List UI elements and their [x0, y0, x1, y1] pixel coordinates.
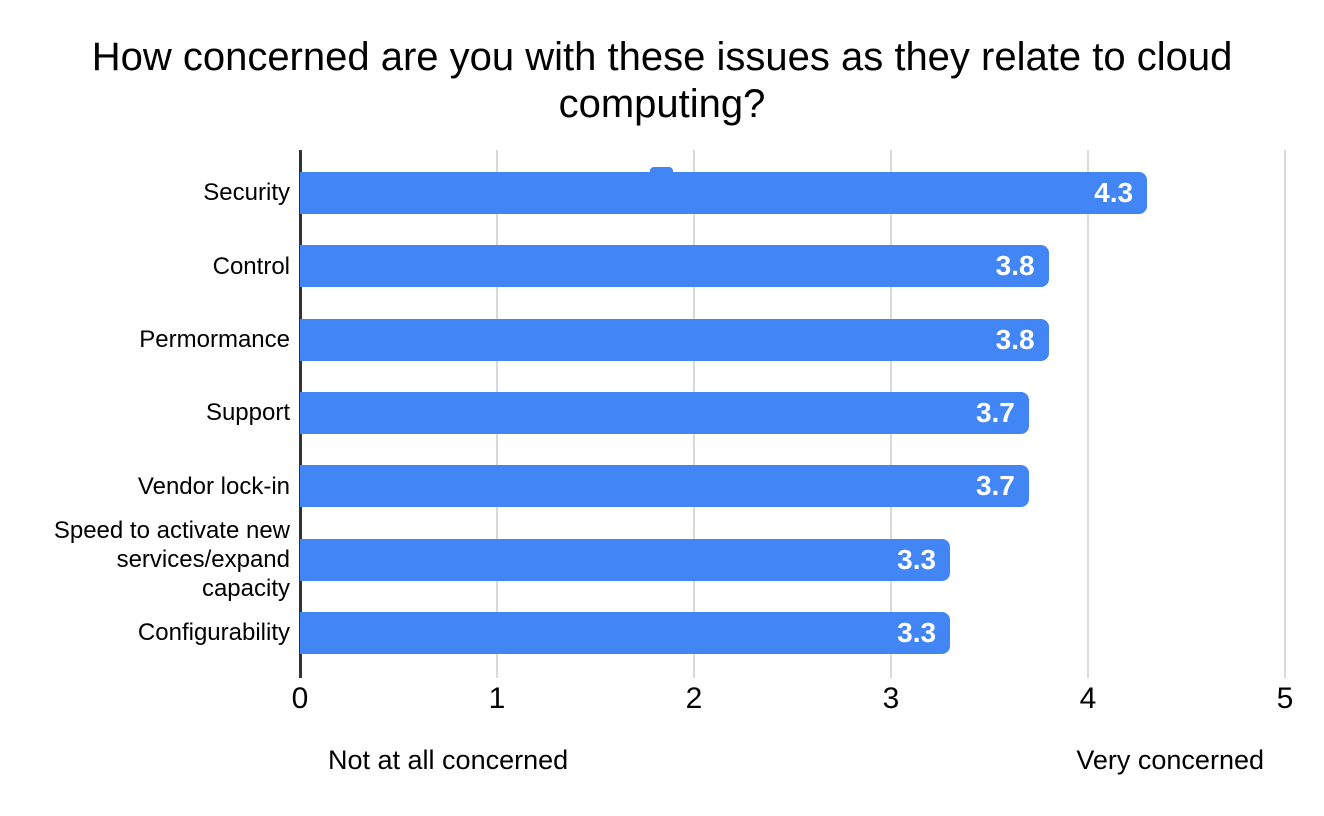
cursor-notch-artifact — [650, 167, 673, 175]
category-label: Control — [212, 252, 290, 280]
category-axis: Security Control Permormance Support Vendor … — [0, 150, 290, 678]
bar: 3.8 — [300, 245, 1049, 288]
plot-area: 4.3 3.8 3.8 3.7 3.7 3.3 3.3 — [299, 150, 1286, 678]
category-label: Support — [205, 399, 290, 427]
bar: 3.8 — [300, 318, 1049, 361]
bar: 3.7 — [300, 391, 1029, 434]
x-tick-label: 3 — [882, 682, 900, 715]
x-tick-label: 4 — [1079, 682, 1097, 715]
bar-value-label: 3.3 — [897, 543, 937, 575]
bar: 3.7 — [300, 465, 1029, 508]
category-label: Vendor lock-in — [137, 472, 290, 500]
axis-max-label: Very concerned — [1076, 745, 1264, 775]
gridline-4 — [1087, 150, 1089, 678]
x-tick-label: 2 — [685, 682, 703, 715]
category-label: Configurability — [137, 619, 290, 647]
category-label: Permormance — [139, 325, 290, 353]
bar: 3.3 — [300, 538, 951, 581]
bar: 4.3 — [300, 172, 1148, 214]
bar-value-label: 3.7 — [975, 396, 1015, 428]
category-label: Speed to activate new services/expand ca… — [53, 516, 290, 603]
gridline-5 — [1284, 150, 1286, 678]
chart-title: How concerned are you with these issues … — [91, 35, 1233, 127]
bar-value-label: 4.3 — [1094, 177, 1134, 208]
axis-min-label: Not at all concerned — [328, 745, 569, 775]
bar-value-label: 3.8 — [995, 250, 1035, 282]
x-tick-label: 0 — [291, 682, 309, 715]
x-axis-ticks: 0 1 2 3 4 5 — [292, 682, 1294, 720]
category-label: Security — [203, 179, 290, 207]
bar: 3.3 — [300, 611, 951, 654]
x-tick-label: 1 — [488, 682, 506, 715]
bar-value-label: 3.7 — [975, 470, 1015, 502]
bar-value-label: 3.3 — [897, 616, 937, 648]
bar-value-label: 3.8 — [995, 323, 1035, 355]
x-tick-label: 5 — [1276, 682, 1294, 715]
